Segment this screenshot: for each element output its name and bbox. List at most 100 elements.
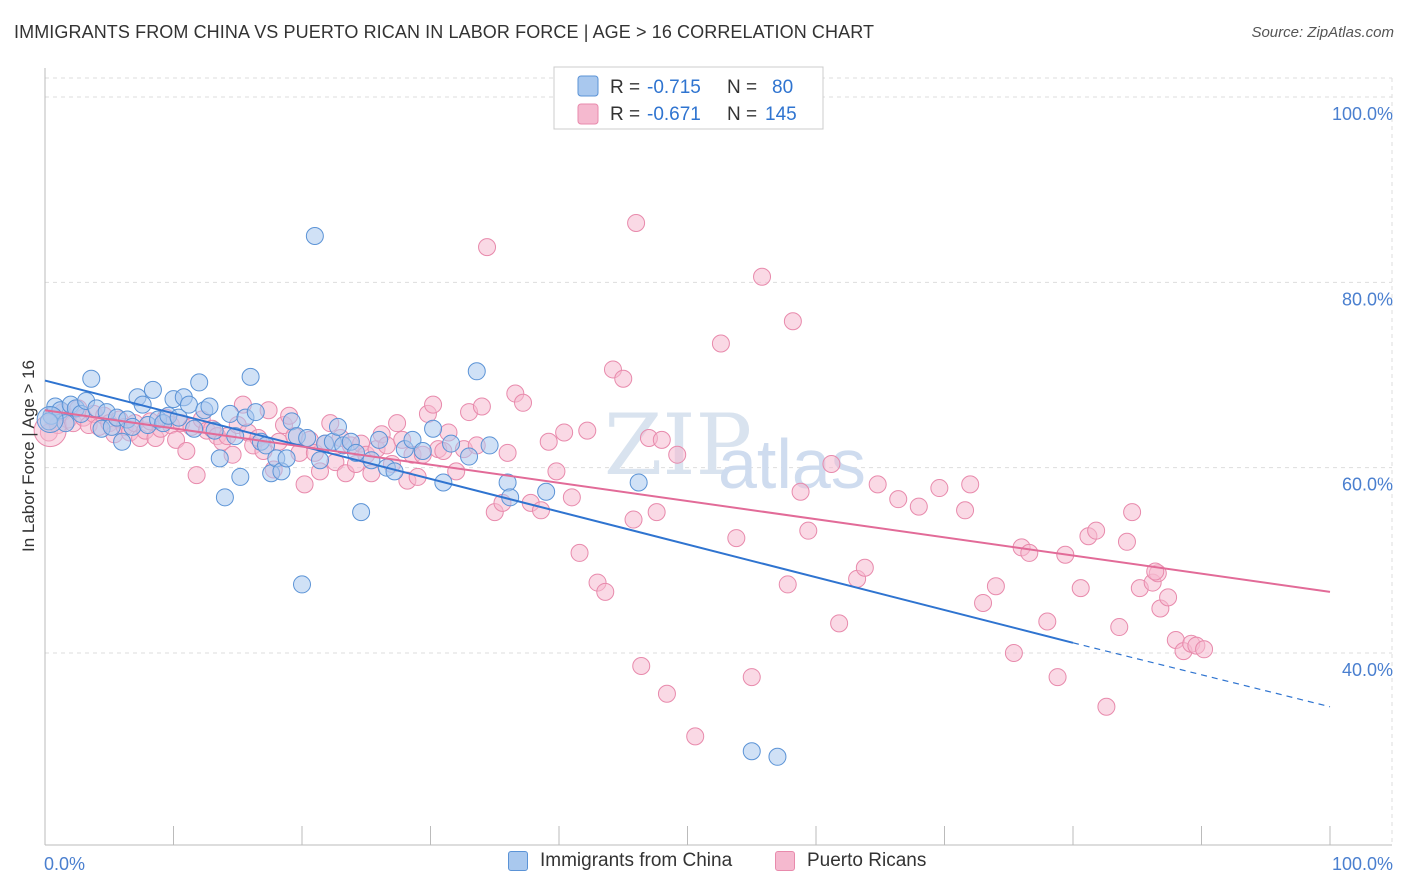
pr-point [930, 479, 949, 498]
pr-point [961, 475, 980, 494]
pr-point [562, 488, 581, 507]
x-tick-label-min: 0.0% [44, 854, 85, 874]
pr-point [1004, 644, 1023, 662]
pr-point [778, 575, 797, 594]
x-tick-label-max: 100.0% [1332, 854, 1393, 874]
china-point [200, 397, 219, 416]
pr-point [1097, 697, 1116, 716]
china-point [467, 362, 486, 381]
legend-r-label-pr: R = [610, 104, 640, 125]
pr-point [889, 490, 908, 509]
china-point [190, 373, 209, 392]
pr-point [791, 482, 810, 501]
china-point [293, 575, 311, 594]
china-point [36, 405, 64, 433]
y-tick-label: 40.0% [1342, 660, 1393, 680]
pr-point [822, 454, 841, 473]
pr-point [799, 521, 818, 540]
china-point [768, 747, 787, 766]
pr-point [627, 214, 646, 233]
pr-point [498, 443, 517, 462]
series-immigrants-from-china [36, 227, 787, 766]
pr-point [1020, 543, 1039, 562]
watermark-zip: ZIP [604, 396, 752, 494]
legend-n-value-pr: 145 [765, 104, 797, 125]
trend-line-pr [44, 409, 1331, 593]
bottom-legend-pr: Puerto Ricans [775, 850, 926, 872]
legend-box: R = -0.715 N = 80 R = -0.671 N = 145 [553, 66, 824, 130]
pr-point [1087, 521, 1106, 540]
legend-swatch-china [577, 75, 599, 97]
pr-point [295, 475, 314, 494]
china-point [442, 434, 461, 453]
pr-point [855, 558, 874, 577]
china-point [39, 412, 58, 431]
pr-point [1117, 532, 1136, 551]
pr-point [753, 267, 772, 286]
pr-point [657, 684, 676, 703]
pr-point [974, 593, 993, 612]
pr-point [1038, 612, 1057, 631]
pr-point [177, 441, 196, 460]
pr-point [830, 614, 849, 633]
china-point [298, 429, 317, 448]
legend-r-value-pr: -0.671 [647, 104, 701, 125]
pr-point [388, 414, 407, 433]
pr-point [596, 582, 615, 601]
pr-point [1071, 579, 1090, 598]
y-tick-label: 100.0% [1332, 104, 1393, 124]
china-point [185, 419, 204, 438]
pr-point [624, 510, 643, 529]
pr-point [424, 395, 443, 414]
pr-point [647, 503, 666, 522]
china-point [310, 451, 329, 470]
china-point [241, 367, 260, 386]
pr-point [532, 501, 551, 520]
pr-point [909, 497, 928, 516]
pr-point [570, 543, 589, 562]
chart-title: IMMIGRANTS FROM CHINA VS PUERTO RICAN IN… [14, 22, 875, 42]
pr-point [1110, 618, 1129, 637]
china-point [480, 436, 499, 455]
china-point [352, 503, 371, 522]
pr-point [727, 529, 746, 548]
legend-r-label-china: R = [610, 77, 640, 98]
pr-point [1048, 668, 1067, 687]
bottom-legend-china: Immigrants from China [508, 850, 732, 872]
china-point [460, 447, 479, 466]
y-axis-label: In Labor Force | Age > 16 [19, 360, 38, 552]
source-label: Source: ZipAtlas.com [1251, 24, 1394, 41]
pr-point [167, 430, 186, 449]
pr-point [1195, 640, 1214, 659]
pr-point [668, 445, 687, 464]
trend-line-china [44, 379, 1074, 644]
legend-n-label-pr: N = [727, 104, 757, 125]
pr-point [652, 430, 671, 449]
pr-point [1123, 503, 1142, 522]
china-point [328, 417, 347, 436]
series-puerto-ricans [33, 214, 1214, 746]
china-point [215, 488, 234, 507]
bottom-legend-label-pr: Puerto Ricans [807, 850, 927, 871]
legend-swatch-pr [577, 103, 599, 125]
pr-point [868, 475, 887, 494]
pr-point [187, 466, 206, 485]
y-tick-label: 60.0% [1342, 475, 1393, 495]
china-point [403, 430, 422, 449]
china-point [537, 482, 556, 501]
china-point [424, 419, 443, 438]
pr-point [614, 369, 633, 388]
pr-point [632, 656, 651, 675]
china-point [82, 369, 101, 388]
china-point [629, 473, 648, 492]
pr-point [478, 238, 497, 257]
pr-point [711, 334, 730, 353]
trend-line-china-extension [1072, 642, 1331, 708]
china-point [246, 403, 265, 422]
bottom-legend-swatch-china [508, 851, 528, 871]
pr-point [547, 462, 566, 481]
axis-layer: 40.0% 60.0% 80.0% 100.0% 0.0% 100.0% [44, 68, 1393, 874]
pr-point [986, 577, 1005, 596]
trend-lines [44, 379, 1331, 708]
